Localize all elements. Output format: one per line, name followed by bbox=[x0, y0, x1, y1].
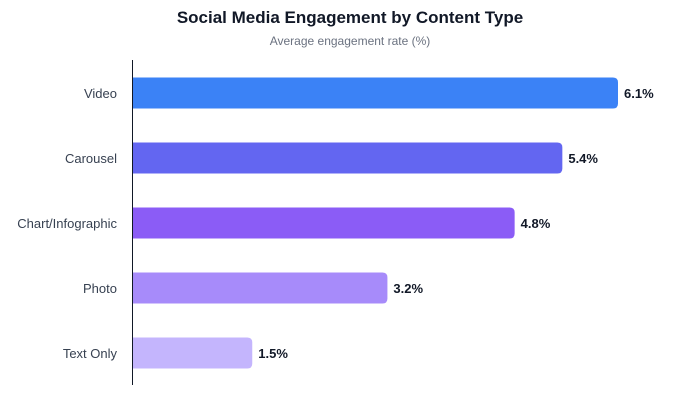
category-label: Text Only bbox=[63, 346, 118, 361]
data-label: 1.5% bbox=[258, 346, 288, 361]
bar-video bbox=[133, 77, 618, 109]
chart-subtitle: Average engagement rate (%) bbox=[269, 34, 431, 48]
category-label: Chart/Infographic bbox=[17, 216, 117, 231]
data-label: 4.8% bbox=[521, 216, 551, 231]
category-label: Carousel bbox=[65, 151, 117, 166]
data-label: 6.1% bbox=[624, 86, 654, 101]
category-label: Video bbox=[84, 86, 117, 101]
bar-photo bbox=[133, 272, 388, 304]
bar-carousel bbox=[133, 142, 563, 174]
data-label: 3.2% bbox=[393, 281, 423, 296]
bar-text-only bbox=[133, 337, 253, 369]
data-label: 5.4% bbox=[568, 151, 598, 166]
bar-chart-infographic bbox=[133, 207, 515, 239]
chart-title: Social Media Engagement by Content Type bbox=[176, 8, 524, 27]
category-label: Photo bbox=[83, 281, 117, 296]
